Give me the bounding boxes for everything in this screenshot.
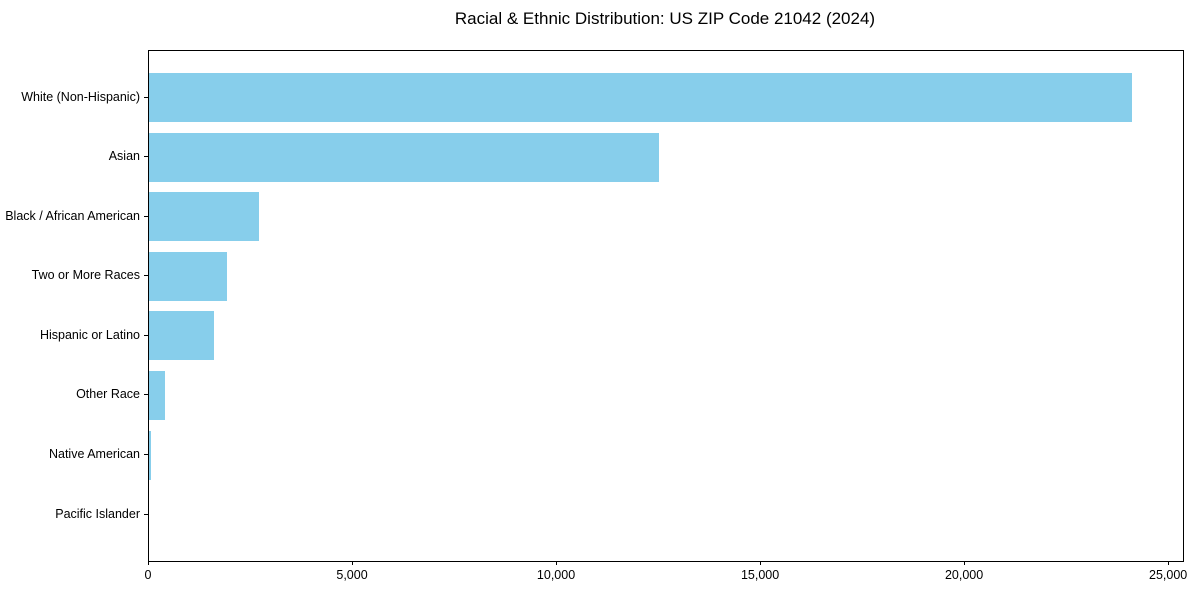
bar: [149, 192, 260, 242]
bar: [149, 251, 227, 301]
y-axis-label: White (Non-Hispanic): [21, 89, 140, 104]
y-axis-tick: [144, 454, 148, 456]
chart-title: Racial & Ethnic Distribution: US ZIP Cod…: [454, 9, 876, 28]
x-axis-tick: [760, 561, 762, 565]
x-axis-label: 15,000: [740, 568, 780, 582]
x-axis-tick: [556, 561, 558, 565]
y-axis-label: Hispanic or Latino: [39, 327, 140, 342]
y-axis-label: Other Race: [76, 387, 140, 402]
x-axis-tick: [1168, 561, 1170, 565]
x-axis-tick: [352, 561, 354, 565]
y-axis-tick: [144, 215, 148, 217]
y-axis-label: Two or More Races: [31, 268, 140, 283]
x-axis-label: 25,000: [1149, 568, 1188, 582]
y-axis-tick: [144, 513, 148, 515]
bar: [149, 311, 215, 361]
y-axis-tick: [144, 334, 148, 336]
bar: [149, 132, 660, 182]
y-axis-tick: [144, 96, 148, 98]
y-axis-label: Black / African American: [5, 208, 140, 223]
y-axis-tick: [144, 275, 148, 277]
x-axis-label: 0: [144, 568, 152, 582]
x-axis-tick: [148, 561, 149, 565]
y-axis-label: Native American: [48, 447, 140, 462]
x-axis-label: 10,000: [536, 568, 576, 582]
x-axis-label: 20,000: [944, 568, 984, 582]
x-axis-tick: [964, 561, 966, 565]
bar: [149, 430, 152, 480]
bar: [149, 73, 1133, 123]
x-axis-label: 5,000: [336, 568, 368, 582]
bar: [149, 370, 166, 420]
plot-area: [148, 50, 1184, 562]
y-axis-tick: [144, 156, 148, 158]
y-axis-tick: [144, 394, 148, 396]
y-axis-label: Asian: [108, 149, 140, 164]
y-axis-label: Pacific Islander: [55, 506, 140, 521]
